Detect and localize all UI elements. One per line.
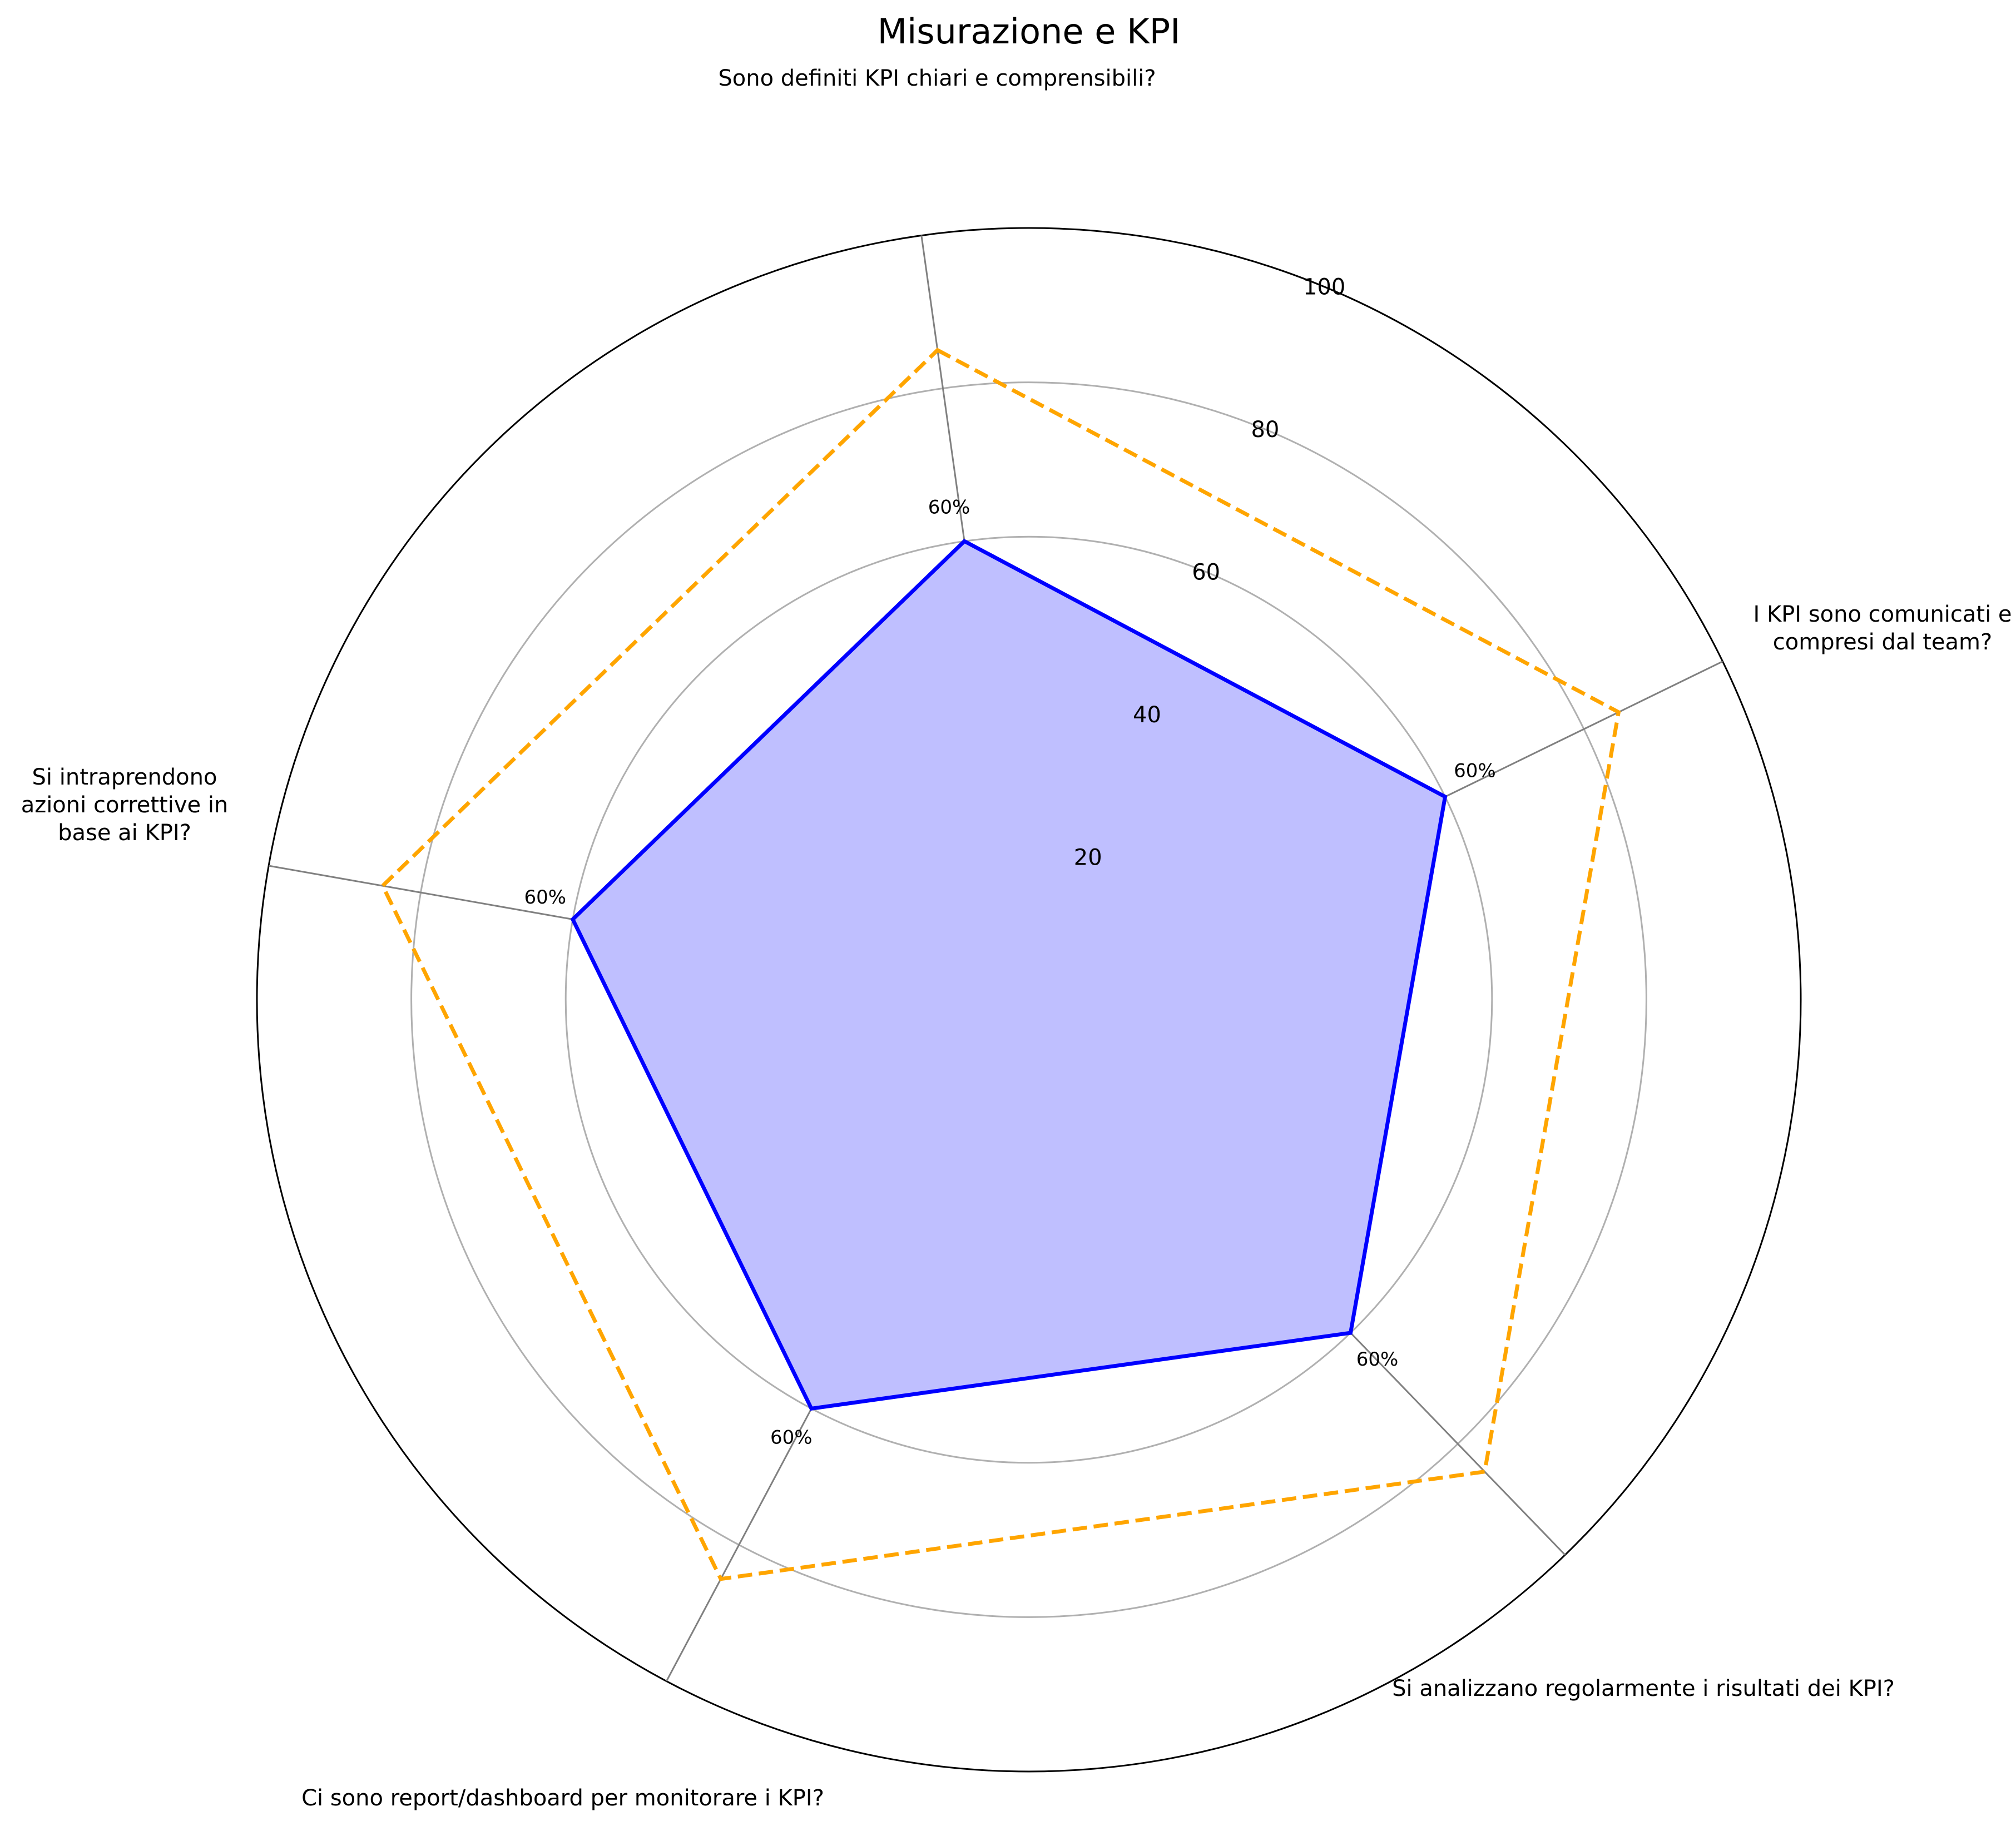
chart-title: Misurazione e KPI — [878, 11, 1181, 52]
axis-label-3: Si analizzano regolarmente i risultati d… — [1392, 1676, 1895, 1701]
series-1-area — [572, 541, 1445, 1409]
grid-circle-60 — [564, 535, 1493, 1464]
tick-layer: 20 40 60 80 100 — [1074, 275, 1346, 871]
axis-label-5: Si intraprendono azioni correttive in base… — [21, 765, 229, 846]
data-label-5: 60% — [524, 886, 566, 909]
outer-frame-circle — [256, 227, 1802, 1773]
series-2-line — [380, 348, 1621, 1581]
axis-label-layer: Sono definiti KPI chiari e comprensibili… — [21, 66, 2012, 1811]
radial-tick-label-80: 80 — [1251, 417, 1279, 443]
series-layer: 60% 60% 60% 60% 60% — [380, 348, 1621, 1581]
grid-circle-80 — [410, 381, 1647, 1618]
data-label-1: 60% — [928, 497, 970, 519]
data-label-3: 60% — [1356, 1348, 1399, 1371]
axis-label-4: Ci sono report/dashboard per monitorare … — [301, 1785, 824, 1811]
radial-tick-label-100: 100 — [1303, 275, 1345, 300]
data-label-4: 60% — [770, 1426, 813, 1448]
radial-tick-label-60: 60 — [1192, 560, 1220, 585]
axis-label-2: I KPI sono comunicati e compresi dal team… — [1753, 602, 2012, 655]
series-1-line — [570, 539, 1448, 1411]
axis-label-1: Sono definiti KPI chiari e comprensibili… — [718, 66, 1156, 91]
radial-tick-label-40: 40 — [1133, 702, 1161, 728]
radial-tick-label-20: 20 — [1074, 845, 1102, 871]
data-label-2: 60% — [1454, 760, 1496, 782]
